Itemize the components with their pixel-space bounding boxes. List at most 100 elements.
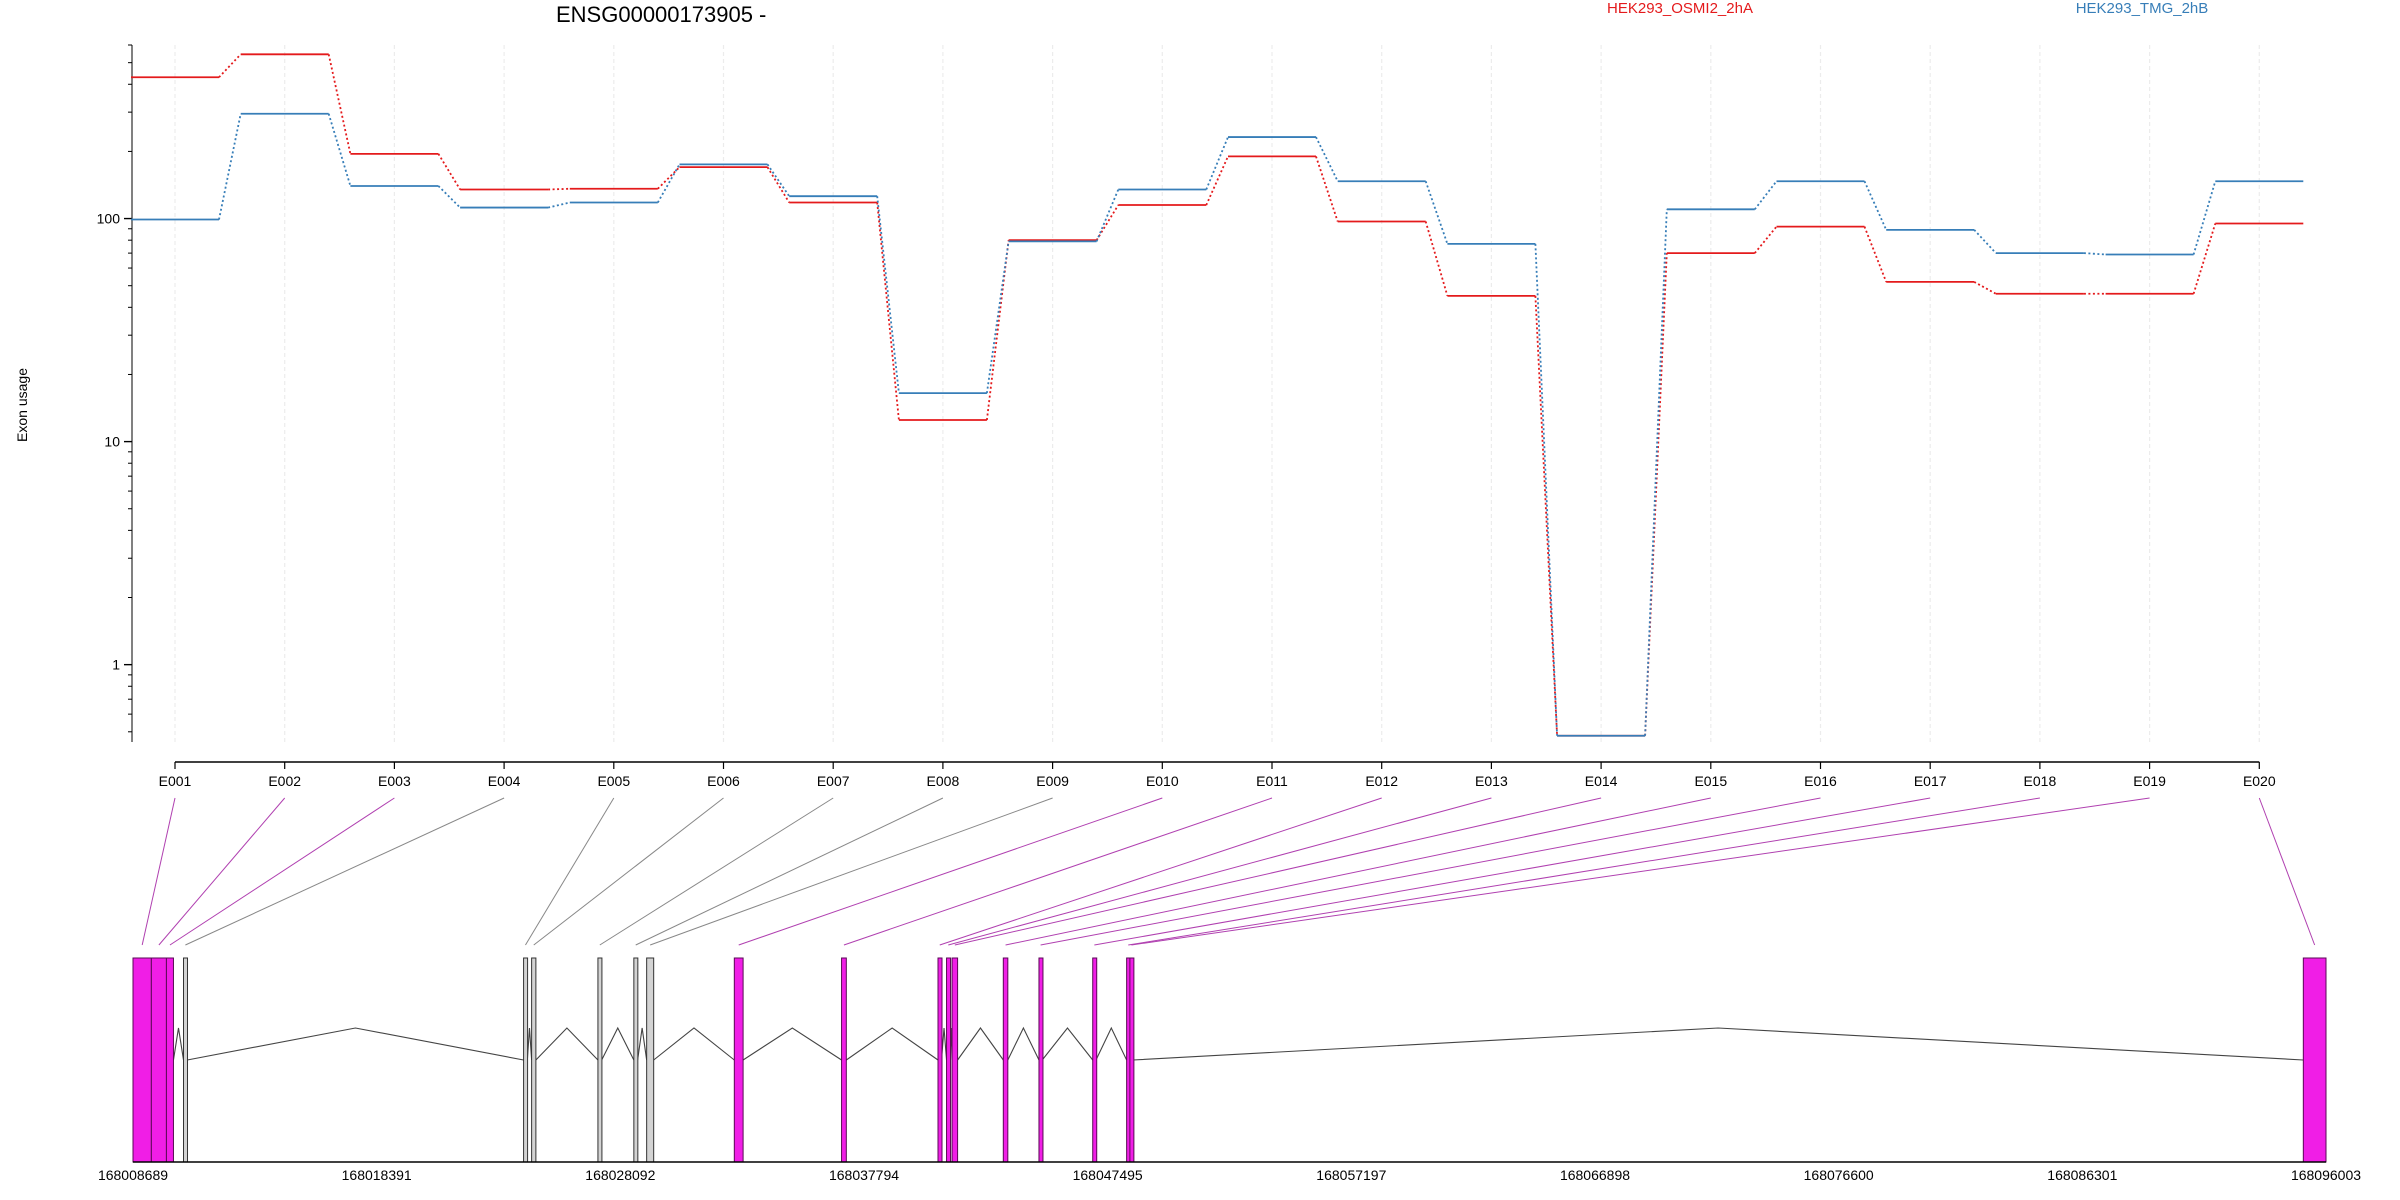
series-HEK293_TMG_2hB: [131, 112, 2304, 737]
genomic-tick-label: 168076600: [1804, 1167, 1874, 1183]
x-tick-label: E017: [1914, 773, 1947, 789]
genomic-tick-label: 168018391: [342, 1167, 412, 1183]
data-connector: [218, 53, 242, 78]
exon-connector: [599, 797, 834, 946]
data-connector: [2083, 252, 2106, 256]
intron-line: [1132, 1027, 2304, 1061]
data-connector: [437, 185, 461, 209]
genomic-tick-label: 168057197: [1316, 1167, 1386, 1183]
data-connector: [548, 187, 570, 191]
genomic-tick-label: 168008689: [98, 1167, 168, 1183]
x-tick-label: E016: [1804, 773, 1837, 789]
exon-connector: [939, 797, 1382, 946]
data-connector: [1863, 226, 1888, 283]
intron-line: [1007, 1026, 1040, 1061]
exon-box-E009: [646, 957, 655, 1163]
data-connector: [437, 153, 461, 190]
x-tick-label: E003: [378, 773, 411, 789]
exon-connector: [1128, 797, 2040, 946]
y-tick-label: 1: [112, 657, 120, 673]
x-tick-label: E010: [1146, 773, 1179, 789]
exon-connector-lines: [141, 797, 2316, 946]
data-connector: [327, 113, 352, 187]
data-connector: [986, 240, 1010, 421]
exon-connector: [1005, 797, 1711, 946]
x-tick-label: E012: [1365, 773, 1398, 789]
intron-line: [637, 1027, 648, 1061]
exon-box-E010: [733, 957, 744, 1163]
data-connector: [1424, 180, 1449, 245]
genomic-tick-label: 168037794: [829, 1167, 899, 1183]
y-tick-label: 10: [104, 434, 120, 450]
x-tick-label: E009: [1036, 773, 1069, 789]
exon-box-E016: [1038, 957, 1044, 1163]
exon-connector: [635, 797, 944, 946]
data-connector: [1754, 226, 1778, 254]
y-tick-label: 100: [97, 211, 121, 227]
exon-connector: [954, 797, 1602, 946]
x-tick-label: E006: [707, 773, 740, 789]
intron-line: [653, 1027, 735, 1061]
data-connector: [1424, 221, 1449, 297]
exon-connector: [1094, 797, 1931, 946]
vertical-grid: [174, 45, 2260, 742]
intron-line: [846, 1027, 939, 1061]
exon-connector: [738, 797, 1163, 946]
intron-line: [1095, 1026, 1128, 1061]
x-tick-label: E005: [597, 773, 630, 789]
series-HEK293_OSMI2_2hA: [131, 53, 2304, 737]
intron-line: [172, 1027, 185, 1061]
data-connector: [1205, 136, 1229, 190]
data-connector: [986, 241, 1010, 394]
intron-line: [187, 1027, 524, 1061]
x-tick-label: E007: [817, 773, 850, 789]
intron-line: [535, 1027, 599, 1061]
exon-connector: [2258, 797, 2316, 946]
exon-box-E002: [150, 957, 167, 1163]
x-tick-label: E002: [268, 773, 301, 789]
x-axis: E001 E002 E003 E004 E005 E006 E007 E008 E009 E010…: [159, 761, 2276, 789]
data-connector: [1315, 136, 1339, 182]
exon-box-E020: [2302, 957, 2327, 1163]
intron-line: [601, 1026, 635, 1061]
x-tick-label: E014: [1585, 773, 1618, 789]
exon-connector: [533, 797, 724, 946]
x-tick-label: E015: [1694, 773, 1727, 789]
data-connector: [876, 196, 900, 394]
data-connector: [327, 54, 352, 155]
data-connector: [1095, 204, 1120, 241]
exon-box-E008: [633, 957, 639, 1163]
exon-box-E017: [1092, 957, 1098, 1163]
data-connector: [2192, 223, 2217, 295]
exon-box-E011: [841, 957, 847, 1163]
data-connector: [766, 163, 790, 197]
legend-entry: HEK293_TMG_2hB: [2076, 0, 2209, 17]
exon-connector: [525, 797, 615, 946]
exon-box-E007: [597, 957, 603, 1163]
x-tick-label: E004: [488, 773, 521, 789]
data-connector: [1754, 180, 1778, 210]
exon-box-E013: [946, 957, 952, 1163]
data-connector: [218, 113, 242, 220]
data-connector: [657, 163, 681, 203]
genomic-tick-label: 168096003: [2291, 1167, 2361, 1183]
data-connector: [547, 201, 571, 209]
genomic-axis: 168008689 168018391 168028092 168037794 1680…: [98, 1161, 2361, 1183]
exon-box-E003: [165, 957, 174, 1163]
data-connector: [2192, 180, 2217, 255]
y-axis-title: Exon usage: [14, 368, 30, 442]
intron-line: [957, 1027, 1004, 1061]
exon-box-E015: [1002, 957, 1009, 1163]
exon-box-E001: [132, 957, 152, 1163]
data-connector: [1095, 189, 1120, 242]
genomic-tick-label: 168028092: [585, 1167, 655, 1183]
data-connector: [1863, 180, 1888, 231]
x-tick-label: E013: [1475, 773, 1508, 789]
exon-box-E005: [523, 957, 529, 1163]
exon-box-E006: [531, 957, 537, 1163]
intron-line: [1041, 1027, 1094, 1061]
data-connector: [1534, 295, 1558, 736]
exon-connector: [1131, 797, 2150, 946]
data-connector: [1644, 209, 1668, 736]
